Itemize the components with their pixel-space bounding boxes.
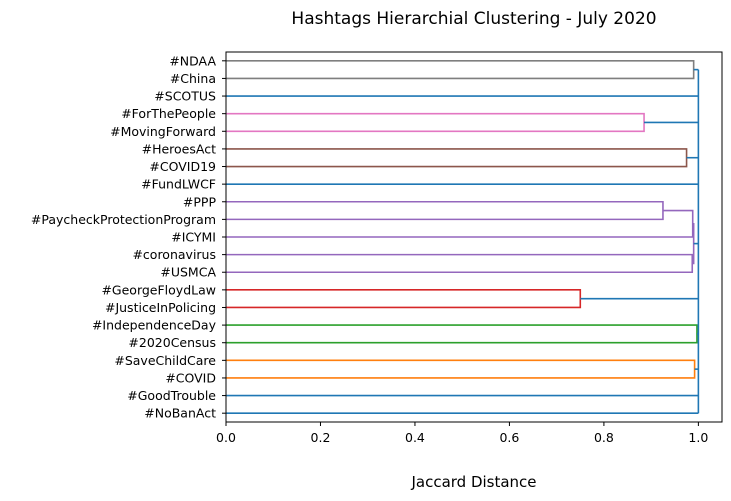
- leaf-label: #China: [170, 71, 216, 86]
- x-tick-label: 0.0: [216, 430, 236, 445]
- cluster-link-4: [226, 209, 694, 238]
- leaf-label: #MovingForward: [110, 124, 216, 139]
- leaf-label: #GeorgeFloydLaw: [101, 282, 216, 297]
- cluster-link-0: [226, 60, 695, 80]
- chart-title: Hashtags Hierarchial Clustering - July 2…: [291, 9, 656, 29]
- leaf-label: #SCOTUS: [154, 89, 216, 104]
- leaf-label: #PaycheckProtectionProgram: [31, 212, 216, 227]
- x-tick-label: 0.2: [311, 430, 331, 445]
- x-tick-label: 0.8: [594, 430, 614, 445]
- leaf-label: #HeroesAct: [142, 141, 216, 156]
- x-tick-label: 1.0: [688, 430, 708, 445]
- x-axis-label: Jaccard Distance: [410, 473, 536, 491]
- leaf-label: #SaveChildCare: [114, 353, 216, 368]
- cluster-link-2: [226, 148, 688, 168]
- leaf-label: #coronavirus: [132, 247, 216, 262]
- leaf-label: #COVID19: [149, 159, 216, 174]
- cluster-link-1: [226, 112, 645, 133]
- leaf-label: #IndependenceDay: [92, 318, 217, 333]
- leaf-label: #ForThePeople: [121, 106, 216, 121]
- cluster-link-8: [226, 324, 698, 344]
- leaf-label: #COVID: [165, 370, 216, 385]
- leaf-label: #GoodTrouble: [127, 388, 216, 403]
- leaf-label: #2020Census: [128, 335, 216, 350]
- leaf-label: #USMCA: [160, 265, 216, 280]
- leaf-label: #PPP: [183, 194, 217, 209]
- cluster-link-5: [226, 253, 694, 274]
- cluster-link-3: [226, 200, 664, 221]
- cluster-link-7: [226, 289, 582, 309]
- x-tick-label: 0.6: [499, 430, 519, 445]
- leaf-label: #NoBanAct: [144, 406, 216, 421]
- x-tick-label: 0.4: [405, 430, 425, 445]
- leaf-label: #FundLWCF: [141, 177, 216, 192]
- leaf-label: #NDAA: [169, 53, 216, 68]
- cluster-link-6: [692, 222, 695, 265]
- cluster-link-9: [226, 359, 696, 379]
- leaf-label: #ICYMI: [171, 230, 216, 245]
- leaf-label: #JusticeInPolicing: [105, 300, 216, 315]
